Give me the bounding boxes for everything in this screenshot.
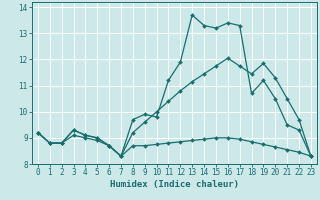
X-axis label: Humidex (Indice chaleur): Humidex (Indice chaleur) bbox=[110, 180, 239, 189]
